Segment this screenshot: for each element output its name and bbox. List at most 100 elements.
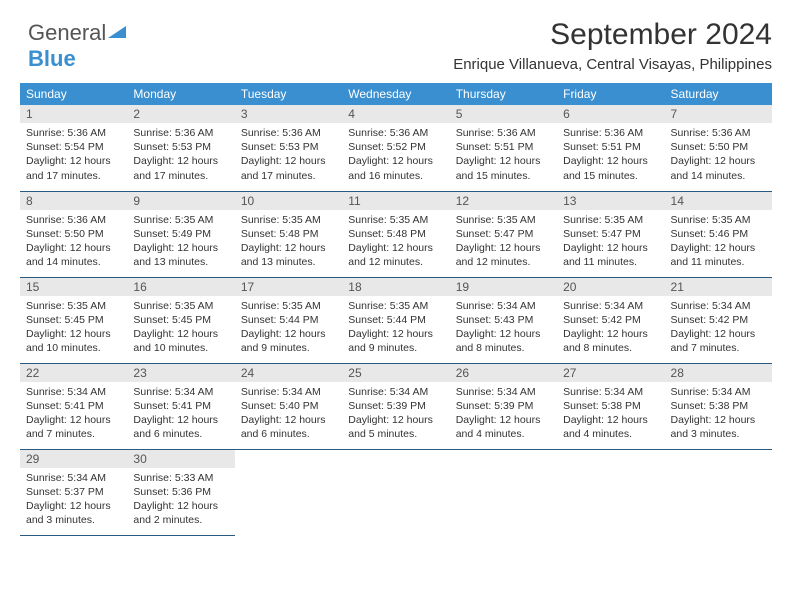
sunrise-line: Sunrise: 5:34 AM <box>26 471 121 485</box>
daylight-line: Daylight: 12 hours and 15 minutes. <box>456 154 551 182</box>
day-number: 22 <box>20 364 127 382</box>
weekday-header: Sunday <box>20 83 127 105</box>
day-number: 5 <box>450 105 557 123</box>
day-number: 27 <box>557 364 664 382</box>
logo-part1: General <box>28 20 106 45</box>
calendar-day-cell: 15Sunrise: 5:35 AMSunset: 5:45 PMDayligh… <box>20 277 127 363</box>
day-body: Sunrise: 5:34 AMSunset: 5:38 PMDaylight:… <box>665 382 772 446</box>
daylight-line: Daylight: 12 hours and 12 minutes. <box>456 241 551 269</box>
sunset-line: Sunset: 5:36 PM <box>133 485 228 499</box>
calendar-day-cell: 11Sunrise: 5:35 AMSunset: 5:48 PMDayligh… <box>342 191 449 277</box>
sunrise-line: Sunrise: 5:33 AM <box>133 471 228 485</box>
logo: General Blue <box>28 18 126 72</box>
daylight-line: Daylight: 12 hours and 13 minutes. <box>133 241 228 269</box>
sunset-line: Sunset: 5:49 PM <box>133 227 228 241</box>
logo-triangle-icon <box>108 18 126 44</box>
weekday-header: Thursday <box>450 83 557 105</box>
sunset-line: Sunset: 5:50 PM <box>671 140 766 154</box>
sunset-line: Sunset: 5:38 PM <box>671 399 766 413</box>
day-body: Sunrise: 5:36 AMSunset: 5:50 PMDaylight:… <box>20 210 127 274</box>
sunrise-line: Sunrise: 5:34 AM <box>456 299 551 313</box>
day-body: Sunrise: 5:34 AMSunset: 5:40 PMDaylight:… <box>235 382 342 446</box>
daylight-line: Daylight: 12 hours and 14 minutes. <box>26 241 121 269</box>
weekday-header: Monday <box>127 83 234 105</box>
sunrise-line: Sunrise: 5:35 AM <box>671 213 766 227</box>
daylight-line: Daylight: 12 hours and 16 minutes. <box>348 154 443 182</box>
sunset-line: Sunset: 5:39 PM <box>348 399 443 413</box>
calendar-week-row: 22 Sunrise: 5:34 AM Sunset: 5:41 PM Dayligh… <box>20 363 772 449</box>
sunset-line: Sunset: 5:53 PM <box>241 140 336 154</box>
logo-part2: Blue <box>28 46 76 71</box>
sunset-line: Sunset: 5:50 PM <box>26 227 121 241</box>
sunset-line: Sunset: 5:47 PM <box>563 227 658 241</box>
sunrise-line: Sunrise: 5:34 AM <box>26 385 121 399</box>
day-body: Sunrise: 5:34 AMSunset: 5:42 PMDaylight:… <box>557 296 664 360</box>
calendar-day-cell: 20Sunrise: 5:34 AMSunset: 5:42 PMDayligh… <box>557 277 664 363</box>
day-body: Sunrise: 5:36 AMSunset: 5:50 PMDaylight:… <box>665 123 772 187</box>
calendar-day-cell: 2Sunrise: 5:36 AMSunset: 5:53 PMDaylight… <box>127 105 234 191</box>
sunrise-line: Sunrise: 5:34 AM <box>563 385 658 399</box>
sunset-line: Sunset: 5:42 PM <box>671 313 766 327</box>
day-body: Sunrise: 5:34 AMSunset: 5:43 PMDaylight:… <box>450 296 557 360</box>
page-subtitle: Enrique Villanueva, Central Visayas, Phi… <box>20 56 772 73</box>
calendar-week-row: 1 Sunrise: 5:36 AM Sunset: 5:54 PM Daylight… <box>20 105 772 191</box>
weekday-header: Wednesday <box>342 83 449 105</box>
day-body: Sunrise: 5:36 AMSunset: 5:53 PMDaylight:… <box>127 123 234 187</box>
day-number: 12 <box>450 192 557 210</box>
sunrise-line: Sunrise: 5:34 AM <box>671 299 766 313</box>
daylight-line: Daylight: 12 hours and 4 minutes. <box>456 413 551 441</box>
sunrise-line: Sunrise: 5:35 AM <box>241 213 336 227</box>
calendar-day-cell: 16Sunrise: 5:35 AMSunset: 5:45 PMDayligh… <box>127 277 234 363</box>
day-number: 28 <box>665 364 772 382</box>
sunrise-line: Sunrise: 5:35 AM <box>563 213 658 227</box>
sunrise-line: Sunrise: 5:35 AM <box>348 213 443 227</box>
calendar-day-cell: 29Sunrise: 5:34 AMSunset: 5:37 PMDayligh… <box>20 449 127 535</box>
sunset-line: Sunset: 5:48 PM <box>241 227 336 241</box>
day-body: Sunrise: 5:35 AMSunset: 5:47 PMDaylight:… <box>450 210 557 274</box>
sunset-line: Sunset: 5:51 PM <box>456 140 551 154</box>
daylight-line: Daylight: 12 hours and 14 minutes. <box>671 154 766 182</box>
weekday-header-row: SundayMondayTuesdayWednesdayThursdayFrid… <box>20 83 772 105</box>
day-body: Sunrise: 5:34 AMSunset: 5:38 PMDaylight:… <box>557 382 664 446</box>
weekday-header: Tuesday <box>235 83 342 105</box>
day-number: 1 <box>20 105 127 123</box>
daylight-line: Daylight: 12 hours and 17 minutes. <box>241 154 336 182</box>
day-body: Sunrise: 5:36 AMSunset: 5:51 PMDaylight:… <box>557 123 664 187</box>
daylight-line: Daylight: 12 hours and 2 minutes. <box>133 499 228 527</box>
daylight-line: Daylight: 12 hours and 9 minutes. <box>348 327 443 355</box>
calendar-day-cell: 10Sunrise: 5:35 AMSunset: 5:48 PMDayligh… <box>235 191 342 277</box>
daylight-line: Daylight: 12 hours and 12 minutes. <box>348 241 443 269</box>
calendar-day-cell <box>235 449 342 535</box>
day-body: Sunrise: 5:35 AMSunset: 5:45 PMDaylight:… <box>20 296 127 360</box>
day-number: 19 <box>450 278 557 296</box>
sunrise-line: Sunrise: 5:36 AM <box>671 126 766 140</box>
calendar-day-cell: 17Sunrise: 5:35 AMSunset: 5:44 PMDayligh… <box>235 277 342 363</box>
day-body: Sunrise: 5:36 AMSunset: 5:53 PMDaylight:… <box>235 123 342 187</box>
calendar-day-cell: 9Sunrise: 5:35 AMSunset: 5:49 PMDaylight… <box>127 191 234 277</box>
sunrise-line: Sunrise: 5:34 AM <box>348 385 443 399</box>
sunset-line: Sunset: 5:41 PM <box>133 399 228 413</box>
calendar-day-cell: 18Sunrise: 5:35 AMSunset: 5:44 PMDayligh… <box>342 277 449 363</box>
calendar-body: 1 Sunrise: 5:36 AM Sunset: 5:54 PM Daylight… <box>20 105 772 535</box>
day-number: 24 <box>235 364 342 382</box>
sunrise-line: Sunrise: 5:36 AM <box>563 126 658 140</box>
daylight-line: Daylight: 12 hours and 4 minutes. <box>563 413 658 441</box>
sunrise-line: Sunrise: 5:36 AM <box>456 126 551 140</box>
day-number: 8 <box>20 192 127 210</box>
sunrise-line: Sunrise: 5:36 AM <box>241 126 336 140</box>
calendar-day-cell: 1Sunrise: 5:36 AMSunset: 5:54 PMDaylight… <box>20 105 127 191</box>
day-body: Sunrise: 5:35 AMSunset: 5:44 PMDaylight:… <box>235 296 342 360</box>
sunset-line: Sunset: 5:54 PM <box>26 140 121 154</box>
day-number: 29 <box>20 450 127 468</box>
calendar-day-cell: 6Sunrise: 5:36 AMSunset: 5:51 PMDaylight… <box>557 105 664 191</box>
daylight-line: Daylight: 12 hours and 3 minutes. <box>26 499 121 527</box>
day-body: Sunrise: 5:35 AMSunset: 5:44 PMDaylight:… <box>342 296 449 360</box>
day-body: Sunrise: 5:34 AMSunset: 5:42 PMDaylight:… <box>665 296 772 360</box>
daylight-line: Daylight: 12 hours and 8 minutes. <box>563 327 658 355</box>
day-number: 2 <box>127 105 234 123</box>
sunset-line: Sunset: 5:53 PM <box>133 140 228 154</box>
day-number: 18 <box>342 278 449 296</box>
sunrise-line: Sunrise: 5:35 AM <box>241 299 336 313</box>
sunset-line: Sunset: 5:45 PM <box>26 313 121 327</box>
daylight-line: Daylight: 12 hours and 5 minutes. <box>348 413 443 441</box>
